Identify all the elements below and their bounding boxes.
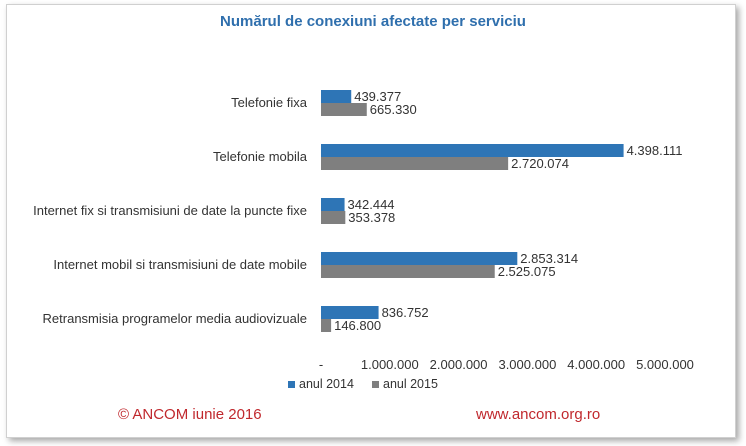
bars bbox=[321, 90, 624, 332]
bar-2014 bbox=[321, 198, 345, 211]
chart-title: Numărul de conexiuni afectate per servic… bbox=[220, 13, 526, 30]
legend-swatch bbox=[288, 381, 295, 388]
data-label: 342.444 bbox=[348, 197, 395, 212]
bar-2014 bbox=[321, 90, 352, 103]
data-label: 665.330 bbox=[370, 102, 417, 117]
data-label: 439.377 bbox=[354, 89, 401, 104]
data-label: 353.378 bbox=[348, 210, 395, 225]
legend-entry: anul 2015 bbox=[383, 377, 438, 391]
bar-2015 bbox=[321, 157, 509, 170]
bar-2015 bbox=[321, 265, 495, 278]
bar-2014 bbox=[321, 252, 518, 265]
data-label: 836.752 bbox=[382, 305, 429, 320]
x-tick-label: 5.000.000 bbox=[636, 357, 694, 372]
legend-swatch bbox=[372, 381, 379, 388]
legend-entry: anul 2014 bbox=[299, 377, 354, 391]
category-label: Internet fix si transmisiuni de date la … bbox=[33, 203, 307, 218]
x-tick-label: 3.000.000 bbox=[498, 357, 556, 372]
x-tick-label: 2.000.000 bbox=[430, 357, 488, 372]
bar-2015 bbox=[321, 319, 332, 332]
chart-frame bbox=[6, 4, 736, 438]
copyright-text: © ANCOM iunie 2016 bbox=[118, 406, 262, 423]
data-label: 2.853.314 bbox=[520, 251, 578, 266]
data-label: 2.525.075 bbox=[498, 264, 556, 279]
data-label: 146.800 bbox=[334, 318, 381, 333]
bar-2014 bbox=[321, 306, 379, 319]
category-label: Telefonie mobila bbox=[213, 149, 308, 164]
bar-2015 bbox=[321, 211, 346, 224]
data-label: 2.720.074 bbox=[511, 156, 569, 171]
x-tick-label: 1.000.000 bbox=[361, 357, 419, 372]
bar-2015 bbox=[321, 103, 367, 116]
bar-2014 bbox=[321, 144, 624, 157]
category-label: Internet mobil si transmisiuni de date m… bbox=[53, 257, 307, 272]
category-label: Telefonie fixa bbox=[231, 95, 308, 110]
category-labels: Telefonie fixa Telefonie mobila Internet f… bbox=[33, 95, 308, 326]
x-tick-label: - bbox=[319, 357, 323, 372]
website-text: www.ancom.org.ro bbox=[476, 406, 601, 423]
x-axis-ticks: - 1.000.000 2.000.000 3.000.000 4.000.000 5.0… bbox=[319, 357, 694, 372]
legend: anul 2014 anul 2015 bbox=[288, 377, 438, 391]
data-label: 4.398.111 bbox=[627, 143, 683, 158]
x-tick-label: 4.000.000 bbox=[567, 357, 625, 372]
category-label: Retransmisia programelor media audiovizu… bbox=[43, 311, 307, 326]
